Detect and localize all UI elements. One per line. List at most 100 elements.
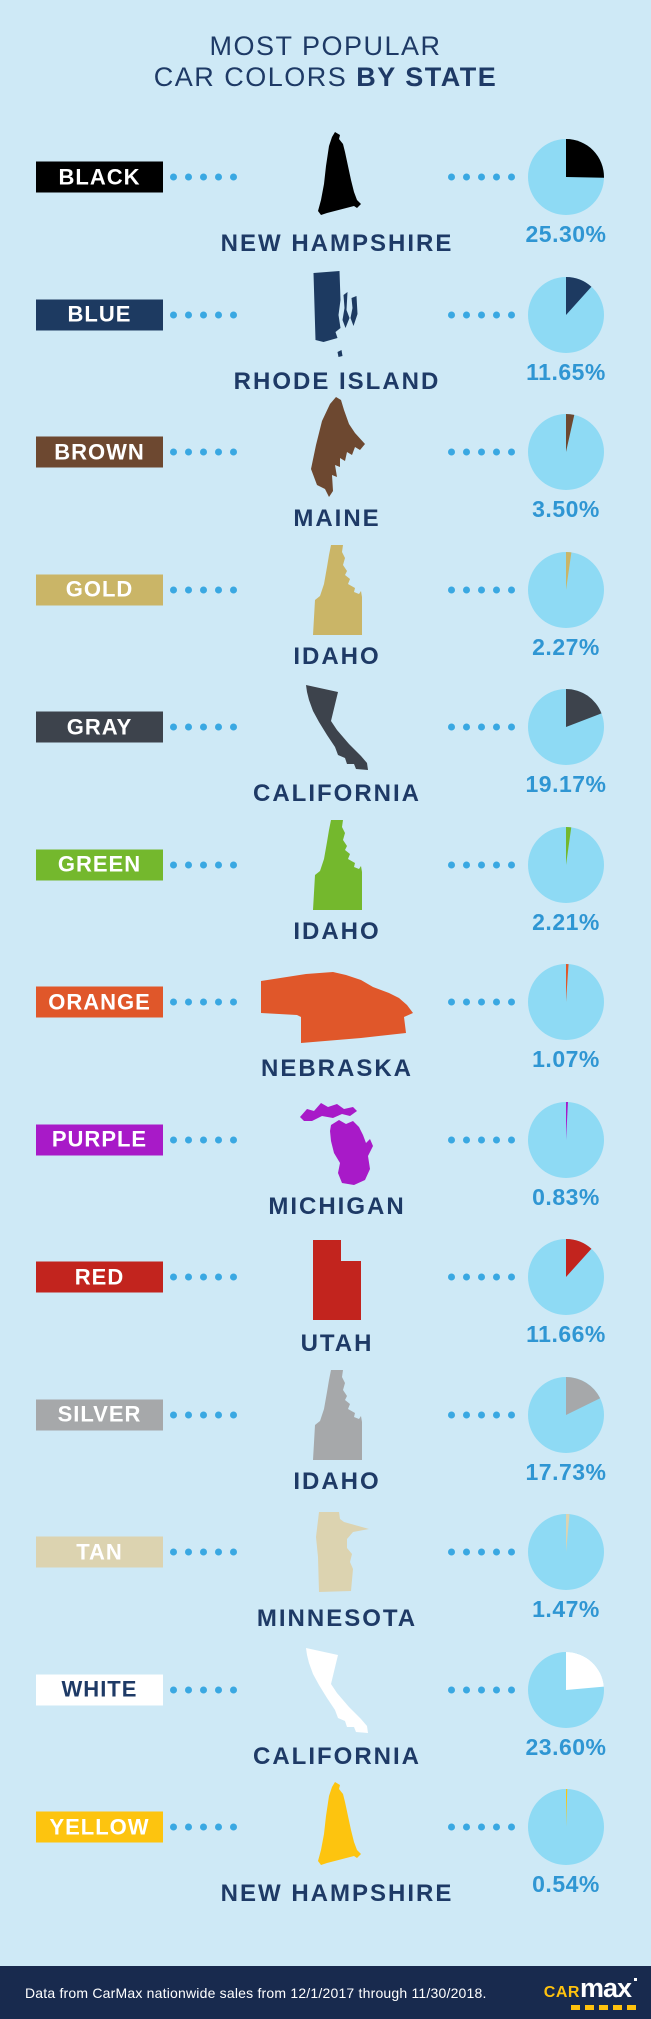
dot-icon: [230, 723, 237, 731]
pie-wedge: [566, 139, 604, 178]
state-silhouette-icon: [261, 972, 413, 1043]
state-name: IDAHO: [293, 917, 381, 945]
pie-wedge: [566, 1651, 604, 1690]
pie-wedge: [566, 276, 592, 315]
color-badge: BROWN: [36, 436, 163, 468]
percent-value: 19.17%: [525, 771, 607, 797]
dot-icon: [230, 1548, 237, 1556]
carmax-logo: CAR max: [543, 1973, 637, 2010]
dot-icon: [215, 586, 222, 593]
dot-icon: [170, 1411, 177, 1418]
dotted-line-right: [448, 1548, 515, 1556]
percent-value: 23.60%: [525, 1733, 607, 1760]
percent-value: 17.73%: [525, 1458, 607, 1485]
dot-icon: [478, 1823, 485, 1831]
state-silhouette-icon: [318, 132, 361, 215]
pie-chart: [528, 1101, 604, 1178]
color-row: SILVER IDAHO 17.73%: [0, 1349, 651, 1495]
percent-value: 2.21%: [532, 908, 600, 935]
pie-chart: [528, 689, 604, 765]
dot-icon: [508, 448, 515, 456]
dot-icon: [215, 1823, 222, 1831]
dotted-line-left: [170, 1273, 237, 1281]
dotted-line-left: [170, 1548, 237, 1556]
dotted-line-left: [170, 723, 237, 731]
dot-icon: [230, 998, 237, 1006]
dot-icon: [170, 723, 177, 731]
dot-icon: [185, 1136, 192, 1143]
dot-icon: [508, 1136, 515, 1143]
pie-chart: [528, 826, 604, 903]
dot-icon: [448, 448, 455, 456]
dot-icon: [463, 861, 470, 868]
dotted-line-right: [448, 1136, 515, 1143]
dot-icon: [463, 586, 470, 593]
dot-icon: [448, 311, 455, 318]
color-badge: WHITE: [36, 1674, 163, 1705]
color-badge: BLUE: [36, 299, 163, 330]
title-line-1: MOST POPULAR: [209, 31, 442, 61]
color-badge: GREEN: [36, 849, 163, 880]
percent-value: 0.54%: [532, 1871, 600, 1897]
dot-icon: [215, 1548, 222, 1556]
state-path: [313, 544, 362, 635]
color-row: BLACK NEW HAMPSHIRE 25.30%: [0, 111, 651, 257]
dot-icon: [478, 311, 485, 318]
state-name: MICHIGAN: [268, 1192, 406, 1220]
dot-icon: [448, 998, 455, 1006]
dot-icon: [478, 586, 485, 593]
color-row: GOLD IDAHO 2.27%: [0, 524, 651, 670]
dot-icon: [478, 1136, 485, 1143]
dot-icon: [478, 173, 485, 181]
dot-icon: [508, 1823, 515, 1831]
dot-icon: [170, 1273, 177, 1281]
title-line-2-regular: CAR COLORS: [153, 62, 348, 92]
color-row: BROWN MAINE 3.50%: [0, 386, 651, 532]
dot-icon: [170, 311, 177, 318]
logo-dashed-underline-icon: [571, 2005, 637, 2010]
pie-chart: [528, 551, 604, 628]
percent-value: 1.47%: [532, 1596, 600, 1622]
color-badge: TAN: [36, 1536, 163, 1568]
dotted-line-right: [448, 448, 515, 456]
carmax-logo-car: CAR: [543, 1984, 580, 2001]
dotted-line-right: [448, 311, 515, 318]
carmax-logo-max: max: [579, 1973, 632, 2003]
state-path: [313, 1240, 361, 1320]
pie-wedge: [566, 1789, 568, 1827]
dot-icon: [463, 448, 470, 456]
dotted-line-right: [448, 861, 515, 868]
dot-icon: [230, 1136, 237, 1143]
dotted-line-left: [170, 448, 237, 456]
pie-chart: [528, 964, 604, 1040]
dot-icon: [170, 861, 177, 868]
state-silhouette-icon: [313, 270, 358, 357]
dot-icon: [185, 586, 192, 593]
dotted-line-left: [170, 1823, 237, 1831]
pie-chart: [528, 1376, 604, 1453]
pie-chart: [528, 276, 604, 353]
percent-value: 0.83%: [532, 1183, 600, 1210]
pie-wedge: [566, 689, 602, 727]
dot-icon: [215, 1273, 222, 1281]
dot-icon: [230, 448, 237, 456]
dot-icon: [508, 998, 515, 1006]
dot-icon: [463, 1686, 470, 1693]
dot-icon: [170, 1686, 177, 1693]
state-silhouette-icon: [306, 1647, 368, 1733]
dot-icon: [170, 586, 177, 593]
state-path: [318, 132, 361, 215]
dotted-line-left: [170, 861, 237, 868]
color-badge: PURPLE: [36, 1124, 163, 1155]
state-silhouette-icon: [300, 1102, 373, 1185]
dotted-line-right: [448, 1686, 515, 1693]
pie-wedge: [566, 551, 572, 590]
dot-icon: [215, 311, 222, 318]
pie-chart: [528, 1514, 604, 1590]
dot-icon: [508, 861, 515, 868]
dot-icon: [493, 998, 500, 1006]
dotted-line-left: [170, 173, 237, 181]
dot-icon: [200, 1411, 207, 1418]
dot-icon: [200, 1136, 207, 1143]
